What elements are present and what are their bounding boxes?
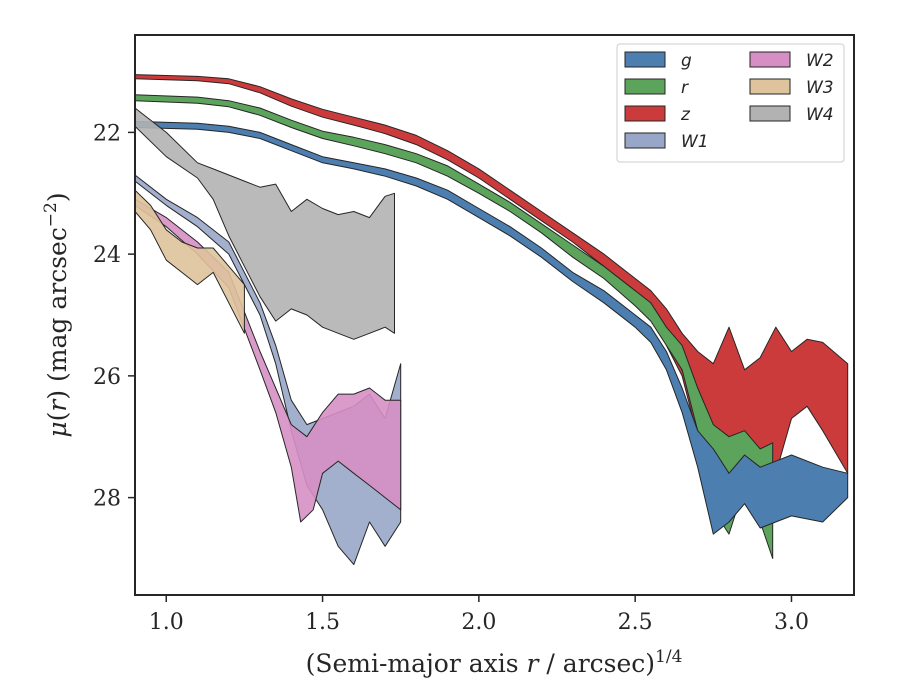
legend-item-w3: W3 xyxy=(749,78,834,98)
band-g xyxy=(135,120,849,535)
band-r xyxy=(135,94,774,559)
legend-swatch xyxy=(749,78,791,95)
legend-label: z xyxy=(680,105,691,125)
x-tick-label: 1.0 xyxy=(149,610,184,635)
legend-label: W2 xyxy=(806,51,834,71)
legend-item-w2: W2 xyxy=(749,51,834,71)
y-tick-label: 22 xyxy=(93,121,121,146)
legend-swatch xyxy=(749,51,791,68)
legend-item-g: g xyxy=(624,51,692,71)
legend-swatch xyxy=(624,105,666,122)
legend-swatch xyxy=(749,105,791,122)
x-axis-title: (Semi-major axis r / arcsec)1/4 xyxy=(306,647,683,678)
legend-label: W1 xyxy=(681,132,709,152)
legend-item-r: r xyxy=(624,78,689,98)
legend-swatch xyxy=(624,51,666,68)
y-tick-label: 28 xyxy=(93,487,121,512)
x-tick-label: 2.5 xyxy=(618,610,653,635)
legend-label: W3 xyxy=(806,78,834,98)
legend-label: r xyxy=(681,78,689,98)
y-axis: 22 24 26 28 xyxy=(93,121,135,512)
band-w1 xyxy=(135,174,402,566)
legend-frame xyxy=(616,43,845,163)
legend-item-w1: W1 xyxy=(624,132,709,152)
bands-layer xyxy=(135,74,849,566)
legend-item-z: z xyxy=(624,105,691,125)
legend-label: g xyxy=(681,51,692,71)
legend-label: W4 xyxy=(806,105,834,125)
legend: grz W1 W2 W3 W4 xyxy=(616,43,845,163)
band-w4 xyxy=(135,107,395,340)
x-axis: 1.0 1.5 2.0 2.5 3.0 xyxy=(149,595,809,635)
legend-item-w4: W4 xyxy=(749,105,834,125)
band-w2 xyxy=(135,198,402,523)
y-tick-label: 24 xyxy=(93,243,121,268)
x-tick-label: 3.0 xyxy=(774,610,809,635)
legend-swatch xyxy=(624,132,666,149)
x-tick-label: 1.5 xyxy=(305,610,340,635)
legend-swatch xyxy=(624,78,666,95)
y-tick-label: 26 xyxy=(93,365,121,390)
band-w3 xyxy=(135,189,245,334)
x-tick-label: 2.0 xyxy=(461,610,496,635)
y-axis-title: μ(r) (mag arcsec−2) xyxy=(41,192,72,437)
plot-frame xyxy=(134,34,855,596)
